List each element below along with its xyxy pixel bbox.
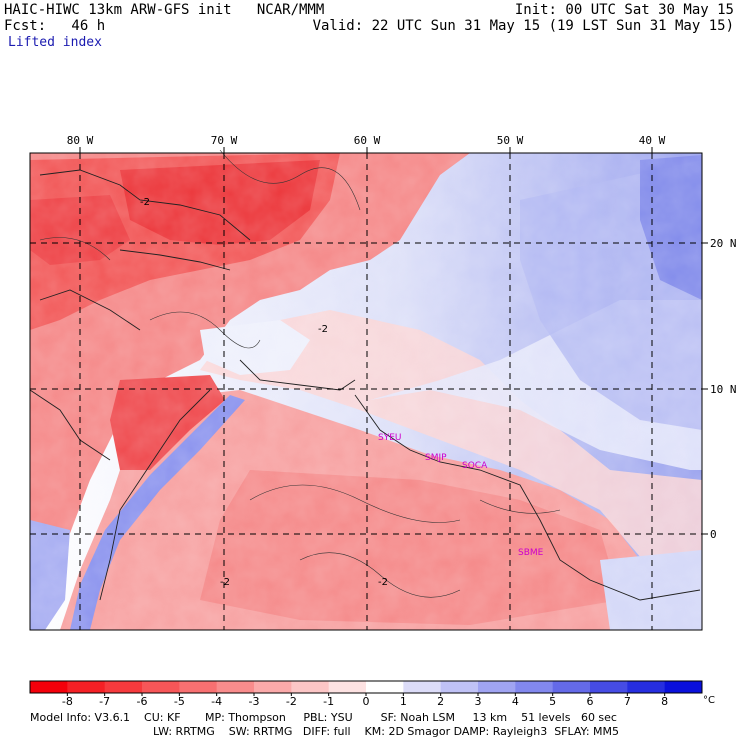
colorbar-swatch	[627, 681, 666, 693]
colorbar-swatch	[515, 681, 554, 693]
colorbar-tick-label: -8	[62, 695, 73, 708]
lon-label: 60 W	[354, 134, 381, 147]
station-label: SYEU	[378, 433, 401, 443]
station-label: SOCA	[462, 461, 488, 471]
model-info-line2: LW: RRTMG SW: RRTMG DIFF: full KM: 2D Sm…	[153, 725, 619, 738]
station-label: SBME	[518, 548, 544, 558]
coastlines	[29, 169, 701, 601]
colorbar-swatch	[552, 681, 591, 693]
colorbar-tick-label: -6	[137, 695, 148, 708]
colorbar-tick-label: 8	[661, 695, 668, 708]
colorbar-swatch	[179, 681, 218, 693]
colorbar-tick-label: 2	[437, 695, 444, 708]
valid-time: Valid: 22 UTC Sun 31 May 15 (19 LST Sun …	[312, 18, 734, 34]
colorbar-swatch	[328, 681, 367, 693]
colorbar-swatch	[142, 681, 180, 693]
station-label: SMJP	[425, 453, 447, 463]
colorbar-swatch	[366, 681, 404, 693]
lon-label: 40 W	[639, 134, 666, 147]
model-title: HAIC-HIWC 13km ARW-GFS init NCAR/MMM	[4, 2, 325, 18]
colorbar-swatch	[664, 681, 703, 693]
forecast-hour: Fcst: 46 h	[4, 18, 106, 34]
field-name: Lifted index	[8, 35, 102, 50]
init-time: Init: 00 UTC Sat 30 May 15	[514, 2, 734, 18]
colorbar-tick-label: -3	[249, 695, 260, 708]
colorbar-swatch	[67, 681, 106, 693]
map-frame	[29, 152, 703, 631]
colorbar-swatch	[216, 681, 255, 693]
colorbar: -8 -7 -6 -5 -4 -3 -2 -1 0 1 2 3 4 5 6 7 8 °C	[29, 680, 715, 708]
colorbar-swatch	[440, 681, 479, 693]
colorbar-tick-label: 7	[624, 695, 631, 708]
tick-marks	[79, 147, 708, 535]
colorbar-swatch	[291, 681, 330, 693]
model-info-line1: Model Info: V3.6.1 CU: KF MP: Thompson P…	[30, 711, 617, 724]
colorbar-swatch	[30, 681, 68, 693]
colorbar-swatch	[478, 681, 516, 693]
contour-label: -2	[220, 577, 230, 588]
colorbar-tick-label: -4	[211, 695, 222, 708]
colorbar-tick-label: -2	[286, 695, 297, 708]
colorbar-swatch	[403, 681, 442, 693]
contour-label: -2	[140, 197, 150, 208]
colorbar-tick-label: 3	[475, 695, 482, 708]
colorbar-tick-label: -5	[174, 695, 185, 708]
lon-label: 50 W	[497, 134, 524, 147]
lon-label: 80 W	[67, 134, 94, 147]
contour-label: -2	[378, 577, 388, 588]
colorbar-unit: °C	[703, 695, 715, 706]
contours-neg2	[39, 149, 561, 598]
lat-label: 20 N	[710, 237, 737, 250]
colorbar-tick-label: 6	[587, 695, 594, 708]
lifted-index-field	[30, 153, 702, 630]
lon-label: 70 W	[211, 134, 238, 147]
colorbar-swatch	[104, 681, 143, 693]
colorbar-tick-label: -1	[323, 695, 334, 708]
colorbar-tick-label: 5	[549, 695, 556, 708]
colorbar-swatch	[254, 681, 292, 693]
colorbar-tick-label: 0	[363, 695, 370, 708]
colorbar-swatch	[590, 681, 628, 693]
lat-label: 10 N	[710, 383, 737, 396]
lat-lon-grid	[30, 153, 702, 630]
colorbar-tick-label: 1	[400, 695, 407, 708]
colorbar-tick-label: 4	[512, 695, 519, 708]
colorbar-tick-label: -7	[99, 695, 110, 708]
lat-label: 0	[710, 528, 717, 541]
contour-label: -2	[318, 324, 328, 335]
